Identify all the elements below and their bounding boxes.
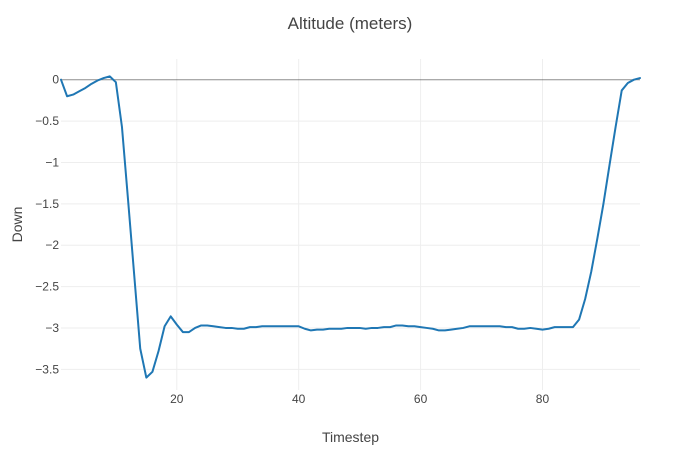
y-tick-label--3_5: −3.5	[35, 362, 59, 376]
tick-label-layer: 20 40 60 80 0 −0.5 −1 −1.5 −2 −2.5 −3 −3.5	[35, 73, 549, 406]
y-axis-title: Down	[9, 207, 25, 243]
x-tick-label-60: 60	[414, 392, 428, 406]
grid-layer	[61, 59, 640, 390]
x-axis-title: Timestep	[322, 429, 379, 445]
y-tick-label--2: −2	[45, 238, 59, 252]
series-line-1	[60, 75, 641, 379]
y-tick-label--3: −3	[45, 321, 59, 335]
y-tick-label--1: −1	[45, 155, 59, 169]
chart-title: Altitude (meters)	[288, 14, 413, 33]
y-tick-label--1_5: −1.5	[35, 197, 59, 211]
x-tick-label-20: 20	[170, 392, 184, 406]
y-tick-label--2_5: −2.5	[35, 280, 59, 294]
y-tick-label-0: 0	[52, 73, 59, 87]
series-layer	[60, 75, 641, 379]
y-tick-label--0_5: −0.5	[35, 114, 59, 128]
x-tick-label-80: 80	[536, 392, 550, 406]
x-tick-label-40: 40	[292, 392, 306, 406]
